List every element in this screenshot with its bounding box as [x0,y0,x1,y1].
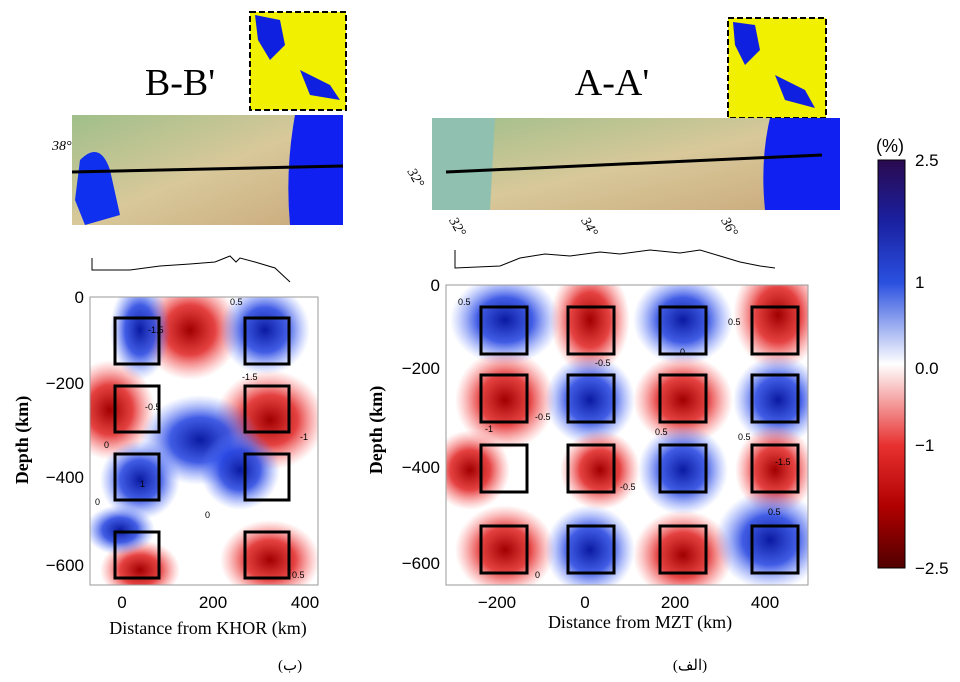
colorbar-tick-label: 2.5 [915,151,939,170]
y-tick-label: −200 [402,359,440,378]
contour-label: -1 [485,424,493,434]
map-tick: 32° [403,165,426,191]
map-sea [763,118,840,210]
x-axis-label: Distance from MZT (km) [548,612,732,633]
contour-label: -0.5 [535,412,551,422]
contour-label: 0.5 [292,570,305,580]
contour-label: 0.5 [458,297,471,307]
caption: (ب) [278,658,302,674]
y-axis-label: Depth (km) [366,386,387,475]
colorbar-tick-label: 1 [915,273,924,292]
contour-label: 0.5 [230,297,243,307]
map-tick: 36° [717,214,740,240]
contour-label: -0.5 [620,482,636,492]
x-ticks: −200 0 200 400 [478,593,779,612]
contour-label: 1 [140,479,145,489]
contour-label: 0 [205,510,210,520]
contour-label: 0 [104,440,109,450]
colorbar-ticks: 2.5 1 0.0 −1 −2.5 [915,151,949,578]
map-tick: 34° [577,214,600,240]
colorbar-tick-label: 0.0 [915,359,939,378]
map-lowland [432,118,495,210]
map-tick: 38° [51,139,72,154]
contour-label: 0.5 [655,427,668,437]
x-tick-label: −200 [478,593,516,612]
panel-title: B-B' [145,62,215,104]
map-sea [288,115,343,225]
y-tick-label: −200 [46,374,84,393]
contour-label: 0 [535,570,540,580]
contour-label: -1.5 [775,457,791,467]
x-ticks: 0 200 400 [117,593,319,612]
topography-profile [92,256,290,282]
contour-label: 0.5 [738,432,751,442]
x-tick-label: 0 [117,593,126,612]
x-tick-label: 400 [291,593,319,612]
y-tick-label: −600 [46,556,84,575]
contour-label: 0.5 [728,317,741,327]
contour-label: 0.5 [768,507,781,517]
y-tick-label: 0 [75,288,84,307]
colorbar-tick-label: −1 [915,436,934,455]
contour-label: 0 [680,347,685,357]
x-tick-label: 0 [580,593,589,612]
x-tick-label: 200 [199,593,227,612]
y-ticks: 0 −200 −400 −600 [402,276,440,573]
colorbar-unit: (%) [876,136,904,156]
caption: (الف) [673,658,707,674]
contour-label: -0.5 [145,402,161,412]
contour-label: -1.5 [148,325,164,335]
x-axis-label: Distance from KHOR (km) [109,618,306,639]
colorbar-tick-label: −2.5 [915,559,949,578]
contour-label: -1.5 [242,372,258,382]
y-tick-label: 0 [431,276,440,295]
y-axis-label: Depth (km) [12,396,33,485]
y-tick-label: −400 [46,468,84,487]
figure: B-B' 38° 0.5 -1.5 -1.5 -0.5 0 1 0 0 -1 0… [0,0,960,682]
contour-label: 0 [95,497,100,507]
map-tick: 32° [445,214,468,240]
contour-label: -0.5 [595,358,611,368]
y-ticks: 0 −200 −400 −600 [46,288,84,575]
y-tick-label: −600 [402,554,440,573]
x-tick-label: 200 [661,593,689,612]
contour-label: -1 [300,432,308,442]
topography-profile [455,250,775,268]
x-tick-label: 400 [751,593,779,612]
panel-title: A-A' [575,62,649,104]
y-tick-label: −400 [402,458,440,477]
colorbar [878,160,905,568]
